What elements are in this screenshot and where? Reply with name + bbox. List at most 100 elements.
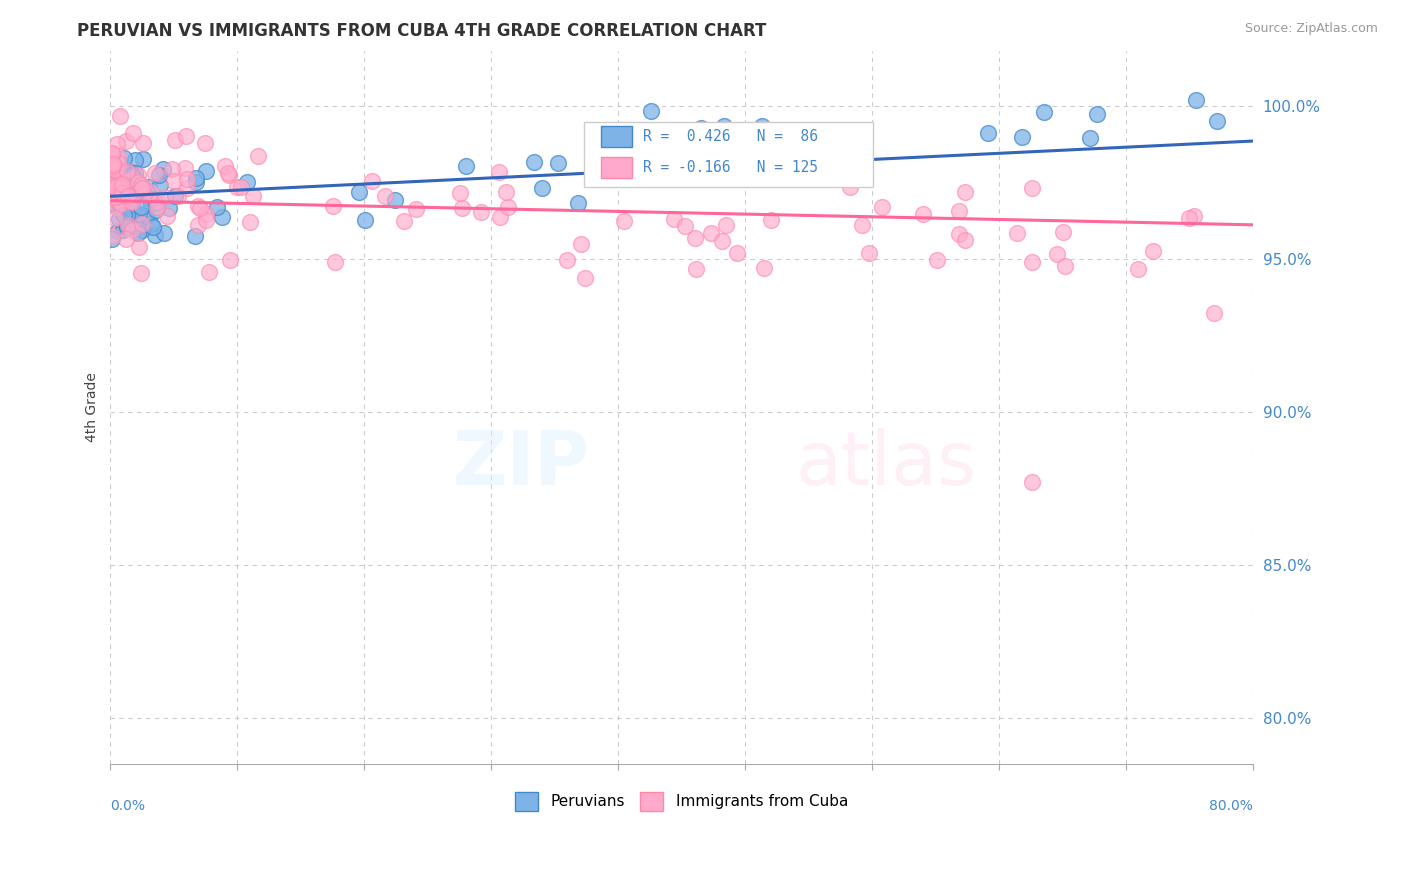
Text: PERUVIAN VS IMMIGRANTS FROM CUBA 4TH GRADE CORRELATION CHART: PERUVIAN VS IMMIGRANTS FROM CUBA 4TH GRA… xyxy=(77,22,766,40)
Point xyxy=(115,219,138,234)
Point xyxy=(129,200,152,214)
Point xyxy=(1052,225,1074,239)
Point xyxy=(101,146,124,161)
Point xyxy=(107,197,129,211)
Point xyxy=(948,227,970,242)
Point xyxy=(725,246,748,260)
Point xyxy=(322,199,344,213)
Point xyxy=(101,178,124,192)
Point xyxy=(108,109,131,123)
Point xyxy=(195,164,218,178)
Point xyxy=(392,213,415,227)
Point xyxy=(118,183,141,197)
Point xyxy=(101,157,124,171)
Point xyxy=(127,168,149,182)
Point xyxy=(104,211,127,226)
Point xyxy=(664,211,686,226)
Point xyxy=(121,127,143,141)
Point xyxy=(101,168,124,182)
Point xyxy=(218,252,240,267)
Point xyxy=(184,229,207,244)
Point xyxy=(195,207,218,221)
Point xyxy=(194,136,217,151)
Point xyxy=(349,186,371,200)
Point xyxy=(1204,306,1226,320)
Point xyxy=(122,178,145,192)
Point xyxy=(870,201,893,215)
Point xyxy=(139,186,162,200)
Point xyxy=(104,185,127,199)
Point xyxy=(186,199,208,213)
Point xyxy=(214,159,236,173)
Point xyxy=(149,178,172,192)
Point xyxy=(547,156,569,170)
Point xyxy=(107,178,129,192)
Point xyxy=(713,120,735,134)
Point xyxy=(456,159,478,173)
Point xyxy=(449,186,471,200)
Point xyxy=(239,215,262,229)
Point xyxy=(101,171,124,186)
Point xyxy=(640,104,662,119)
Point xyxy=(117,218,139,232)
Point xyxy=(153,226,176,240)
Point xyxy=(1032,105,1054,120)
Point xyxy=(1021,475,1043,490)
Point xyxy=(132,136,155,150)
Point xyxy=(112,208,135,222)
Point xyxy=(114,134,136,148)
Point xyxy=(186,171,208,186)
Point xyxy=(152,161,174,176)
Point xyxy=(107,224,129,238)
Point xyxy=(131,223,153,237)
Point xyxy=(142,219,165,234)
Point xyxy=(138,180,160,194)
Point xyxy=(1021,255,1043,269)
Point xyxy=(360,174,382,188)
Point xyxy=(108,188,131,202)
Point xyxy=(187,218,209,232)
Point xyxy=(117,174,139,188)
Point xyxy=(131,217,153,231)
Point xyxy=(496,201,519,215)
Point xyxy=(132,152,155,166)
Point xyxy=(495,185,517,199)
Point xyxy=(953,185,976,199)
Point xyxy=(129,266,152,280)
Point xyxy=(165,189,187,203)
Point xyxy=(115,183,138,197)
Y-axis label: 4th Grade: 4th Grade xyxy=(86,372,100,442)
Point xyxy=(523,155,546,169)
Point xyxy=(489,210,512,224)
Point xyxy=(374,189,396,203)
Point xyxy=(101,181,124,195)
Point xyxy=(451,201,474,215)
Point xyxy=(925,252,948,267)
Point xyxy=(759,212,782,227)
Point xyxy=(110,181,132,195)
Point xyxy=(405,202,427,216)
Point xyxy=(115,208,138,222)
Point xyxy=(153,189,176,203)
Point xyxy=(1128,262,1150,277)
Point xyxy=(217,166,239,180)
Point xyxy=(103,162,125,177)
Point xyxy=(110,189,132,203)
Point xyxy=(104,197,127,211)
Point xyxy=(120,219,142,234)
Point xyxy=(115,163,138,178)
Point xyxy=(976,126,998,140)
Point xyxy=(858,246,880,260)
Point xyxy=(121,202,143,216)
Point xyxy=(569,236,592,251)
Point xyxy=(121,169,143,183)
Point xyxy=(323,255,346,269)
Point xyxy=(117,188,139,202)
Point xyxy=(1206,114,1229,128)
Point xyxy=(110,197,132,211)
Point xyxy=(714,219,737,233)
Point xyxy=(176,172,198,186)
Point xyxy=(101,232,124,246)
Point xyxy=(574,270,596,285)
Point xyxy=(226,180,249,194)
